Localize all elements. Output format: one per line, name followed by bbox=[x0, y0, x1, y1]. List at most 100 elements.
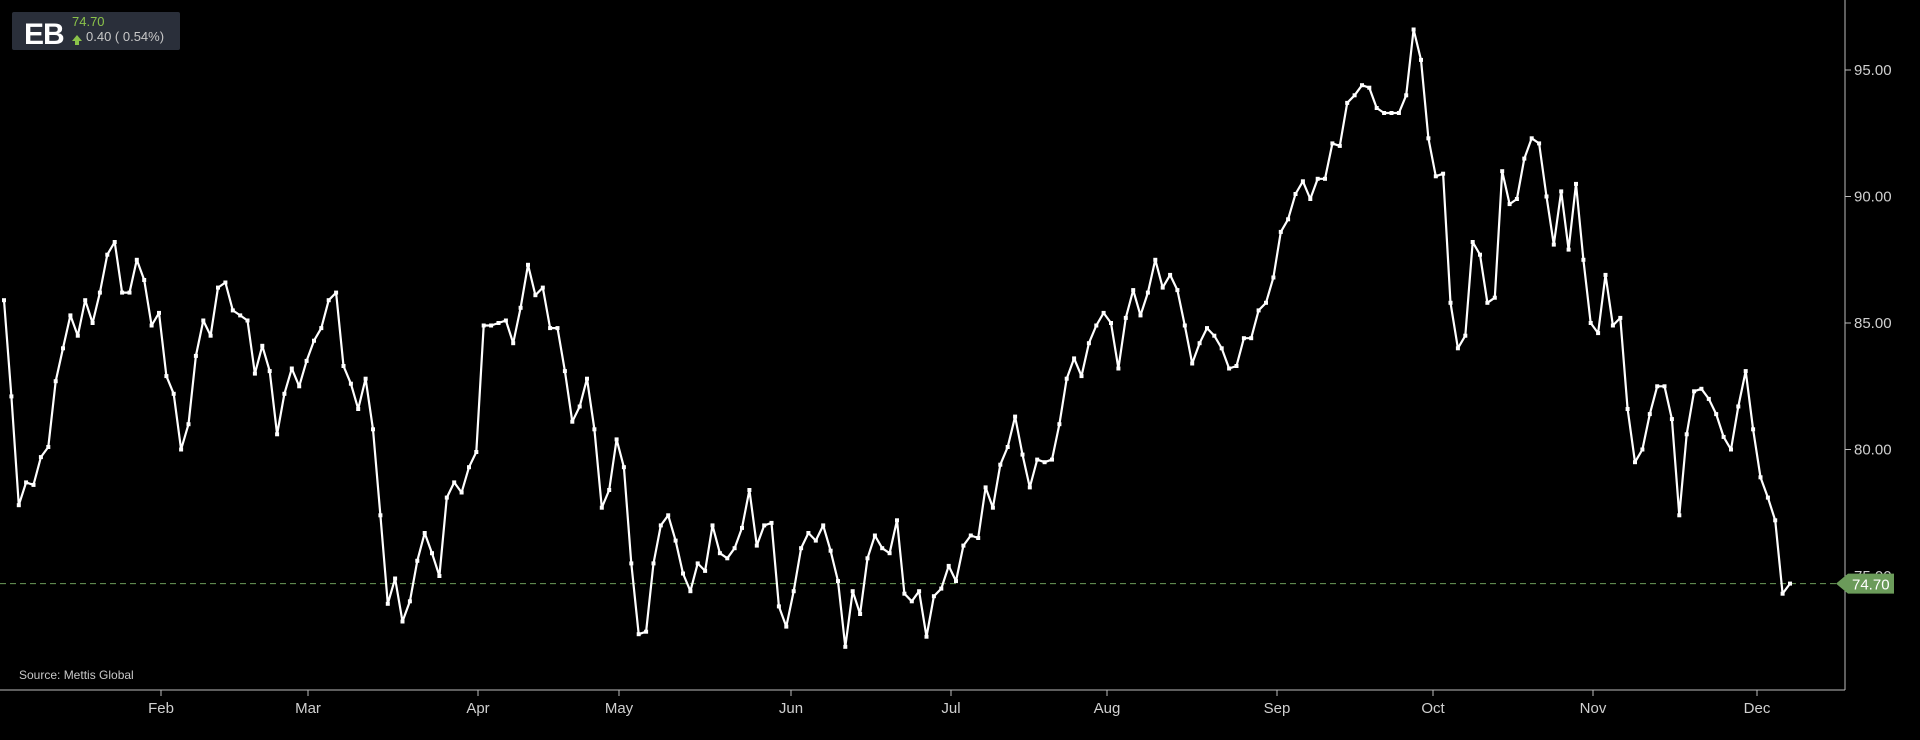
price-point bbox=[1264, 300, 1268, 305]
price-point bbox=[577, 404, 582, 409]
ticker-price: 74.70 bbox=[72, 14, 105, 29]
price-point bbox=[1219, 346, 1224, 351]
price-point bbox=[252, 371, 257, 376]
price-point bbox=[968, 533, 973, 538]
price-point bbox=[1013, 414, 1018, 419]
price-point bbox=[1020, 452, 1025, 457]
price-point bbox=[1123, 315, 1128, 320]
price-point bbox=[459, 490, 464, 495]
price-point bbox=[1692, 389, 1697, 394]
price-point bbox=[1153, 257, 1158, 262]
price-points bbox=[2, 27, 1792, 649]
price-point bbox=[799, 546, 804, 551]
price-point bbox=[467, 465, 471, 470]
price-point bbox=[171, 391, 176, 396]
price-point bbox=[341, 364, 346, 368]
x-tick-label: Mar bbox=[295, 700, 321, 717]
price-point bbox=[1551, 242, 1556, 247]
price-point bbox=[740, 525, 744, 530]
x-tick-label: May bbox=[605, 700, 634, 717]
price-point bbox=[1367, 85, 1372, 90]
price-point bbox=[444, 495, 449, 500]
source-label: Source: Mettis Global bbox=[19, 668, 134, 682]
price-point bbox=[1485, 300, 1490, 305]
price-point bbox=[725, 556, 730, 561]
price-point bbox=[1699, 386, 1704, 391]
price-point bbox=[1308, 197, 1313, 201]
price-point bbox=[836, 579, 840, 584]
price-point bbox=[769, 520, 774, 525]
price-point bbox=[1057, 422, 1062, 427]
price-point bbox=[998, 462, 1003, 467]
price-point bbox=[24, 480, 29, 485]
price-point bbox=[1714, 412, 1719, 417]
y-tick-label: 80.00 bbox=[1854, 442, 1892, 459]
price-point bbox=[2, 298, 6, 303]
price-point bbox=[1197, 341, 1202, 346]
price-point bbox=[526, 262, 530, 267]
price-point bbox=[1286, 217, 1291, 222]
price-point bbox=[1500, 169, 1505, 174]
price-point bbox=[518, 305, 523, 310]
price-point bbox=[806, 531, 811, 535]
price-point bbox=[1455, 346, 1460, 351]
price-point bbox=[61, 346, 65, 351]
price-point bbox=[474, 450, 479, 454]
price-point bbox=[1249, 336, 1254, 341]
ticker-summary: EB 74.70 0.40 ( 0.54%) bbox=[12, 12, 180, 51]
x-tick-label: Nov bbox=[1580, 700, 1607, 717]
price-point bbox=[954, 579, 958, 584]
price-point bbox=[1411, 27, 1416, 32]
price-point bbox=[1256, 308, 1261, 313]
price-point bbox=[629, 561, 634, 566]
price-point bbox=[585, 376, 589, 381]
price-point bbox=[1618, 315, 1623, 320]
price-point bbox=[201, 318, 206, 323]
price-point bbox=[16, 503, 21, 508]
price-point bbox=[666, 513, 671, 518]
price-point bbox=[127, 290, 132, 295]
price-point bbox=[371, 427, 375, 432]
price-point bbox=[1050, 457, 1054, 462]
price-point bbox=[614, 437, 619, 442]
last-price-tag bbox=[1836, 573, 1894, 594]
price-point bbox=[120, 290, 125, 295]
price-point bbox=[289, 366, 294, 371]
price-point bbox=[570, 419, 575, 424]
price-point bbox=[1315, 176, 1320, 181]
price-point bbox=[1537, 141, 1542, 146]
price-point bbox=[9, 394, 14, 399]
price-point bbox=[1374, 106, 1379, 110]
price-point bbox=[1227, 366, 1232, 371]
price-point bbox=[1478, 252, 1482, 257]
price-point bbox=[880, 546, 885, 551]
price-point bbox=[850, 589, 855, 594]
price-point bbox=[1271, 275, 1276, 280]
price-point bbox=[843, 644, 848, 649]
price-series-line bbox=[2, 28, 1791, 648]
price-point bbox=[717, 551, 722, 556]
price-point bbox=[1470, 240, 1475, 244]
price-point bbox=[503, 318, 508, 323]
price-point bbox=[245, 318, 250, 323]
y-tick-label: 85.00 bbox=[1854, 315, 1892, 332]
price-point bbox=[1145, 290, 1150, 295]
price-point bbox=[275, 432, 280, 437]
last-price-label: 74.70 bbox=[1852, 577, 1890, 594]
price-point bbox=[1345, 100, 1350, 105]
price-point bbox=[1743, 369, 1748, 374]
price-point bbox=[282, 391, 287, 396]
price-point bbox=[1382, 111, 1387, 115]
price-point bbox=[297, 384, 302, 389]
price-point bbox=[46, 445, 51, 449]
y-tick-label: 90.00 bbox=[1854, 189, 1892, 206]
price-point bbox=[695, 561, 700, 566]
price-point bbox=[437, 574, 442, 578]
price-point bbox=[1662, 384, 1667, 389]
price-point bbox=[1610, 323, 1615, 328]
price-point bbox=[865, 556, 870, 561]
price-point bbox=[1138, 313, 1143, 318]
price-point bbox=[1684, 432, 1689, 437]
price-point bbox=[496, 321, 501, 325]
